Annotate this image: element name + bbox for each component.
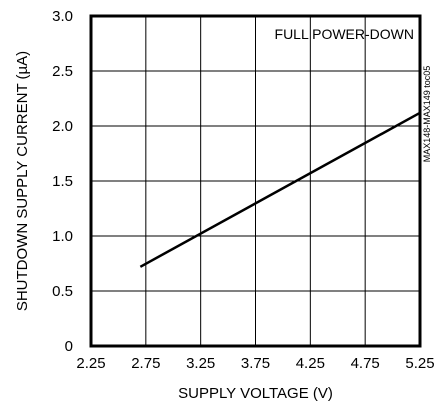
x-tick-label: 3.25 (186, 355, 215, 372)
x-tick-label: 2.75 (131, 355, 160, 372)
y-axis-title: SHUTDOWN SUPPLY CURRENT (µA) (14, 51, 31, 311)
x-tick-label: 5.25 (405, 355, 434, 372)
y-tick-label: 1.0 (52, 228, 73, 245)
x-tick-label: 4.25 (296, 355, 325, 372)
y-tick-label: 1.5 (52, 173, 73, 190)
x-tick-label: 3.75 (241, 355, 270, 372)
x-tick-label: 4.75 (351, 355, 380, 372)
y-tick-label: 0.5 (52, 283, 73, 300)
series-line (139, 111, 421, 268)
grid-lines (91, 16, 420, 346)
plot-frame (89, 14, 422, 348)
x-tick-label: 2.25 (76, 355, 105, 372)
x-axis-title: SUPPLY VOLTAGE (V) (178, 385, 333, 402)
y-tick-label: 2.5 (52, 63, 73, 80)
y-tick-label: 3.0 (52, 8, 73, 25)
figure-id-label: MAX148-MAX149 toc05 (422, 66, 432, 163)
y-tick-label: 2.0 (52, 118, 73, 135)
y-tick-labels: 0 0.5 1.0 1.5 2.0 2.5 3.0 (52, 8, 73, 355)
series-group (139, 111, 421, 268)
x-tick-labels: 2.25 2.75 3.25 3.75 4.25 4.75 5.25 (76, 355, 434, 372)
y-tick-label: 0 (65, 338, 73, 355)
annotation-label: FULL POWER-DOWN (275, 26, 414, 42)
